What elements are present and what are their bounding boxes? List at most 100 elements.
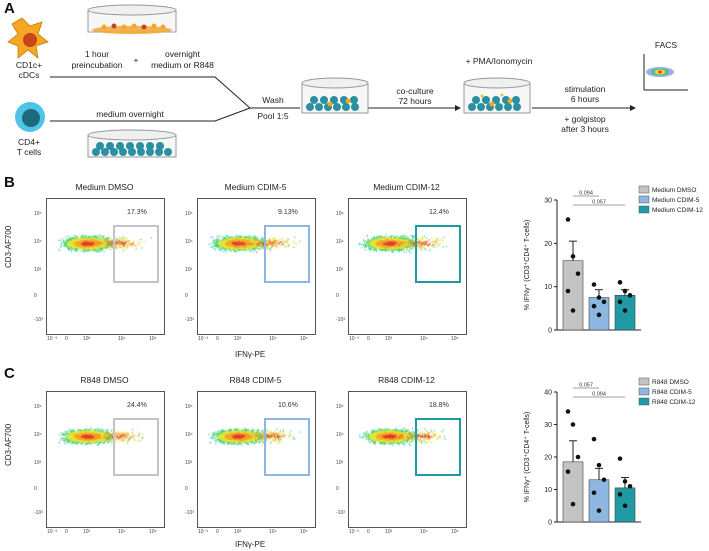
dc-label-1: CD1c+ [15, 60, 43, 70]
gate-box [113, 418, 159, 476]
y-tick-label: 0 [185, 293, 188, 299]
y-tick-label: 10⁵ [185, 404, 193, 410]
dc-label-2: cDCs [18, 70, 40, 80]
x-tick-label: 10⁴ [118, 336, 126, 342]
legend-swatch [638, 387, 650, 396]
gate-percentage: 24.4% [127, 402, 147, 409]
x-tick-label: 10⁵ [149, 336, 157, 342]
gate-percentage: 9.13% [278, 209, 298, 216]
gate-box [264, 418, 310, 476]
x-tick-label: 10⁵ [149, 529, 157, 535]
bar [562, 260, 584, 331]
data-point [565, 217, 571, 222]
p-value-label: 0.094 [579, 191, 593, 197]
x-tick-label: 0 [216, 529, 219, 535]
gate-percentage: 17.3% [127, 209, 147, 216]
dish-stimulation-icon [463, 77, 531, 114]
pool-label: Pool 1:5 [257, 111, 289, 121]
t-cell-icon [15, 102, 45, 132]
flow-density-scatter [47, 199, 164, 334]
y-tick-label: 10⁵ [336, 404, 344, 410]
flow-plot: 17.3% [46, 198, 165, 335]
flow-plot: 18.8% [348, 391, 467, 528]
y-tick-label: 20 [544, 241, 552, 248]
p-value-label: 0.057 [592, 200, 606, 206]
y-tick-label: 10⁴ [34, 432, 42, 438]
flow-plot: 10.6% [197, 391, 316, 528]
data-point [596, 462, 602, 468]
data-point [565, 288, 571, 294]
x-tick-label: 10⁻³ [47, 529, 57, 535]
data-point [617, 492, 623, 497]
data-point [627, 483, 633, 489]
x-tick-label: 0 [367, 529, 370, 535]
y-tick-label: 10³ [34, 460, 42, 466]
y-tick-label: 10⁴ [34, 239, 42, 245]
y-tick-label: 10³ [34, 267, 42, 273]
medium-overnight-label: medium overnight [96, 109, 164, 119]
x-tick-label: 0 [65, 336, 68, 342]
legend-swatch [638, 185, 650, 194]
dish-dc-icon [87, 4, 177, 34]
legend-label: R848 CDIM-5 [652, 389, 692, 396]
y-tick-label: 10⁴ [336, 239, 344, 245]
flow-density-scatter [349, 392, 466, 527]
data-point [575, 271, 581, 276]
y-tick-label: 30 [544, 198, 552, 205]
data-point [622, 288, 628, 294]
legend-swatch [638, 195, 650, 204]
y-tick-label: 10⁴ [336, 432, 344, 438]
y-tick-label: 10⁵ [34, 404, 42, 410]
data-point [570, 254, 576, 259]
dish-pool-icon [301, 77, 369, 114]
wash-label: Wash [262, 95, 284, 105]
data-point [601, 477, 607, 483]
p-value-label: 0.094 [592, 392, 606, 398]
gate-box [264, 225, 310, 283]
gate-percentage: 10.6% [278, 402, 298, 409]
data-point [617, 280, 623, 285]
dendritic-cell-icon [7, 17, 49, 59]
x-tick-label: 10⁻³ [198, 336, 208, 342]
step2-line2: medium or R848 [151, 60, 214, 70]
y-tick-label: -10³ [185, 317, 194, 323]
data-point [622, 479, 628, 484]
x-tick-label: 10⁵ [451, 529, 459, 535]
y-tick-label: -10³ [34, 317, 43, 323]
legend-label: Medium CDIM-5 [652, 197, 700, 204]
y-tick-label: 10³ [336, 460, 344, 466]
step2-line1: overnight [165, 49, 200, 59]
panel-b-ylabel: CD3-AF700 [4, 225, 13, 268]
data-point [570, 501, 576, 507]
data-point [596, 312, 602, 318]
flow-plot: 24.4% [46, 391, 165, 528]
y-tick-label: 10³ [185, 267, 193, 273]
flow-plot-title: R848 CDIM-12 [378, 375, 435, 385]
legend-label: Medium DMSO [652, 187, 696, 194]
y-tick-label: 0 [548, 328, 552, 335]
bar-chart-r848: 0 10 20 30 40 % IFNγ⁺ (CD3⁺CD4⁺ T-cells) 0.057… [524, 377, 696, 527]
y-tick-label: 10⁵ [336, 211, 344, 217]
facs-plot-icon [643, 54, 688, 91]
y-tick-label: 30 [544, 422, 552, 429]
golgistop-line1: + golgistop [564, 114, 606, 124]
panel-a-letter: A [4, 0, 15, 17]
x-tick-label: 10³ [234, 336, 242, 342]
plus-sign: + [133, 55, 139, 65]
flow-plot-title: Medium CDIM-5 [224, 182, 287, 192]
x-tick-label: 10⁴ [269, 336, 277, 342]
data-point [591, 282, 597, 287]
coculture-line2: 72 hours [398, 96, 432, 106]
y-tick-label: -10³ [185, 510, 194, 516]
x-tick-label: 10³ [83, 529, 91, 535]
gate-percentage: 12.4% [429, 209, 449, 216]
y-tick-label: 10 [544, 487, 552, 494]
flow-plot: 9.13% [197, 198, 316, 335]
bar [588, 479, 610, 523]
stimulation-line2: 6 hours [570, 94, 600, 104]
legend-label: R848 DMSO [652, 379, 689, 386]
y-tick-label: 20 [544, 455, 552, 462]
y-tick-label: -10³ [34, 510, 43, 516]
data-point [601, 299, 607, 305]
x-tick-label: 10⁵ [451, 336, 459, 342]
